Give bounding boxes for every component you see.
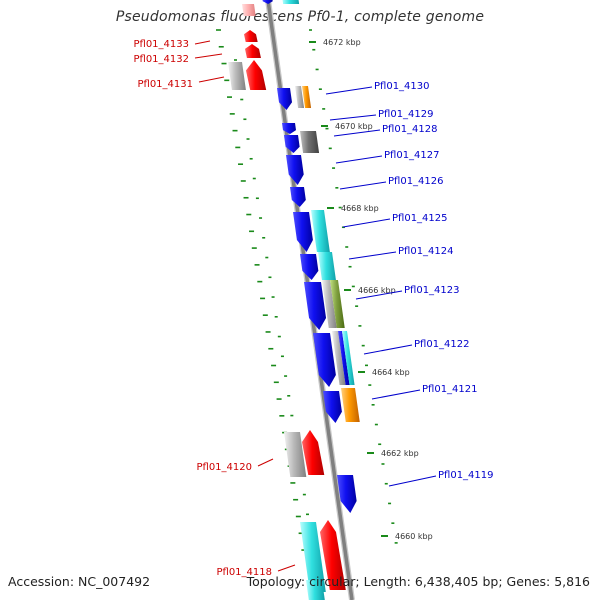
- gene-feature: [284, 135, 300, 153]
- gene-feature: [323, 391, 342, 423]
- gene-feature: [300, 522, 326, 592]
- gene-feature: [322, 280, 337, 328]
- gene-leader-line: [277, 564, 296, 572]
- gene-feature: [277, 88, 293, 110]
- gene-feature: [300, 254, 319, 280]
- gene-label[interactable]: Pfl01_4119: [438, 470, 494, 481]
- topology-text: Topology: circular; Length: 6,438,405 bp…: [246, 574, 590, 589]
- gene-feature: [341, 388, 360, 422]
- gene-leader-line: [335, 155, 383, 164]
- gene-leader-line: [348, 251, 397, 260]
- gene-label[interactable]: Pfl01_4126: [388, 176, 444, 187]
- gene-feature: [342, 331, 355, 385]
- gene-feature: [293, 212, 313, 252]
- gene-leader-line: [198, 76, 225, 83]
- gene-label[interactable]: Pfl01_4130: [374, 81, 430, 92]
- gene-label[interactable]: Pfl01_4121: [422, 384, 478, 395]
- gene-feature: [246, 60, 267, 90]
- gene-feature: [244, 30, 258, 42]
- gene-leader-line: [194, 53, 223, 59]
- gene-feature: [320, 520, 346, 590]
- kbp-tick-label: 4660 kbp: [395, 532, 433, 541]
- gene-leader-line: [329, 114, 377, 121]
- right-tick-track: [309, 29, 398, 544]
- gene-label[interactable]: Pfl01_4129: [378, 109, 434, 120]
- gene-leader-line: [342, 218, 391, 228]
- gene-label[interactable]: Pfl01_4132: [133, 54, 189, 65]
- kbp-tick-label: 4662 kbp: [381, 449, 419, 458]
- gene-feature: [245, 44, 261, 58]
- accession-text: Accession: NC_007492: [8, 574, 151, 589]
- gene-feature: [284, 432, 307, 477]
- gene-feature: [300, 131, 320, 153]
- gene-leader-line: [194, 40, 211, 45]
- gene-feature: [282, 0, 300, 4]
- kbp-tick-label: 4670 kbp: [335, 122, 373, 131]
- gene-leader-line: [371, 389, 421, 400]
- kbp-tick-label: 4666 kbp: [358, 286, 396, 295]
- outer-tick-track: [216, 29, 307, 551]
- gene-label[interactable]: Pfl01_4122: [414, 339, 470, 350]
- gene-feature: [330, 280, 345, 328]
- gene-leader-line: [388, 475, 437, 487]
- gene-leader-line: [325, 86, 373, 95]
- gene-label[interactable]: Pfl01_4123: [404, 285, 460, 296]
- gene-feature: [286, 155, 304, 185]
- gene-label[interactable]: Pfl01_4131: [137, 79, 193, 90]
- gene-feature: [262, 0, 273, 4]
- gene-leader-line: [333, 129, 381, 137]
- gene-feature: [290, 187, 306, 207]
- gene-feature: [338, 331, 350, 385]
- gene-feature: [302, 430, 325, 475]
- gene-leader-line: [363, 344, 413, 355]
- kbp-tick-label: 4668 kbp: [341, 204, 379, 213]
- gene-feature: [295, 86, 305, 108]
- gene-label[interactable]: Pfl01_4120: [196, 462, 252, 473]
- gene-label[interactable]: Pfl01_4127: [384, 150, 440, 161]
- kbp-tick-label: 4672 kbp: [323, 38, 361, 47]
- gene-leader-line: [257, 458, 274, 467]
- gene-leader-line: [355, 290, 403, 300]
- gene-label[interactable]: Pfl01_4125: [392, 213, 448, 224]
- gene-feature: [318, 252, 336, 280]
- gene-label[interactable]: Pfl01_4133: [133, 39, 189, 50]
- gene-feature: [311, 210, 330, 252]
- gene-feature: [282, 123, 297, 134]
- gene-feature: [302, 86, 312, 108]
- gene-feature: [332, 331, 346, 385]
- gene-feature: [337, 475, 357, 513]
- gene-label[interactable]: Pfl01_4124: [398, 246, 454, 257]
- gene-feature: [306, 580, 325, 600]
- map-title: Pseudomonas fluorescens Pf0-1, complete …: [115, 9, 485, 25]
- kbp-tick-label: 4664 kbp: [372, 368, 410, 377]
- gene-leader-line: [339, 181, 387, 190]
- gene-feature: [242, 4, 256, 16]
- gene-feature: [228, 62, 246, 90]
- gene-label[interactable]: Pfl01_4118: [216, 567, 272, 578]
- gene-label[interactable]: Pfl01_4128: [382, 124, 438, 135]
- gene-feature: [304, 282, 327, 330]
- gene-feature: [313, 333, 336, 387]
